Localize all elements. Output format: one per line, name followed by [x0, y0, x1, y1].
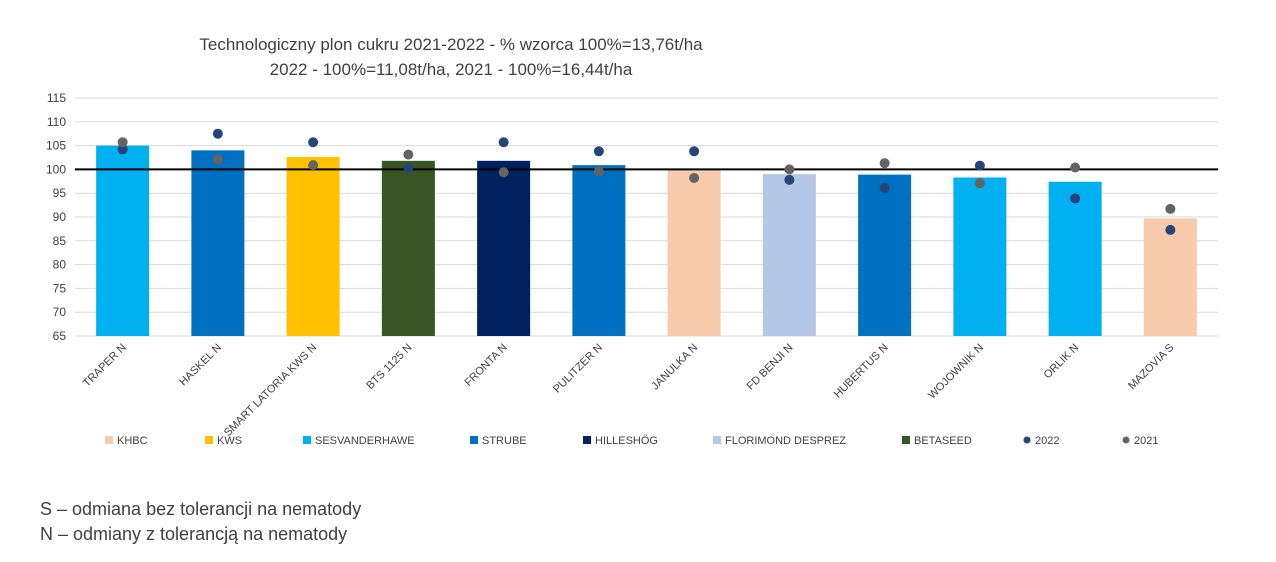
x-tick-label: HUBERTUS N: [832, 342, 891, 401]
legend-label: SESVANDERHAWE: [315, 435, 415, 447]
y-tick-label: 100: [46, 162, 66, 176]
x-tick-label: SMART LATORIA KWS N: [222, 342, 319, 439]
bar: [1048, 181, 1102, 336]
point-2021: [1070, 162, 1081, 173]
point-2022: [593, 146, 604, 157]
legend-label: FLORIMOND DESPREZ: [725, 435, 846, 447]
legend-marker-FLORIMOND DESPREZ: [713, 436, 721, 444]
bar: [1143, 218, 1197, 336]
point-2022: [1070, 193, 1081, 204]
legend-marker-KWS: [205, 436, 213, 444]
bar: [858, 174, 912, 336]
point-2021: [308, 160, 319, 171]
legend-label: STRUBE: [482, 435, 527, 447]
y-tick-label: 115: [47, 91, 66, 105]
point-2022: [117, 144, 128, 155]
bar: [96, 145, 150, 336]
y-tick-label: 85: [53, 234, 67, 248]
legend-label: 2022: [1035, 435, 1059, 447]
legend-marker-2022: [1023, 436, 1031, 444]
point-2022: [784, 174, 795, 185]
bar: [477, 160, 531, 336]
x-tick-label: TRAPER N: [81, 342, 129, 390]
point-2021: [593, 166, 604, 177]
x-tick-label: BTS 1125 N: [364, 342, 414, 392]
legend-marker-KHBC: [105, 436, 113, 444]
bar: [953, 177, 1007, 336]
bar: [191, 150, 245, 336]
x-tick-label: FRONTA N: [463, 342, 510, 389]
y-tick-label: 80: [53, 258, 67, 272]
legend-marker-BETASEED: [902, 436, 910, 444]
chart-subtitle: 2022 - 100%=11,08t/ha, 2021 - 100%=16,44…: [269, 60, 633, 79]
point-2021: [879, 158, 890, 169]
point-2022: [879, 182, 890, 193]
bar: [381, 160, 435, 336]
point-2022: [498, 137, 509, 148]
legend-marker-STRUBE: [470, 436, 478, 444]
legend-label: KWS: [217, 435, 242, 447]
point-2022: [212, 128, 223, 139]
x-tick-label: WOJOWNIK N: [926, 342, 986, 402]
legend-label: KHBC: [117, 435, 148, 447]
point-2021: [974, 178, 985, 189]
notes: S – odmiana bez tolerancji na nematody N…: [40, 497, 361, 547]
point-2021: [689, 172, 700, 183]
y-tick-label: 110: [47, 115, 66, 129]
legend-marker-2021: [1122, 436, 1130, 444]
bar: [762, 174, 816, 336]
x-tick-label: HASKEL N: [177, 342, 224, 389]
legend-marker-HILLESHÖG: [583, 436, 591, 444]
x-tick-label: MAZOVIA S: [1126, 342, 1176, 392]
y-tick-label: 75: [53, 281, 67, 295]
point-2022: [403, 162, 414, 173]
point-2022: [689, 146, 700, 157]
bar: [572, 165, 626, 336]
point-2022: [974, 160, 985, 171]
point-2021: [498, 167, 509, 178]
legend-label: BETASEED: [914, 435, 972, 447]
x-tick-label: FD BENJI N: [745, 342, 796, 393]
y-tick-label: 95: [53, 186, 67, 200]
point-2022: [1165, 224, 1176, 235]
y-tick-label: 105: [46, 139, 66, 153]
x-tick-label: JANULKA N: [649, 342, 700, 393]
point-2021: [117, 137, 128, 148]
x-tick-label: ORLIK N: [1042, 342, 1082, 382]
legend-label: HILLESHÖG: [595, 435, 658, 447]
chart-svg: 65 70 75 80 85 90 95 100 105 110 115 TRAPER N HASKEL…: [46, 91, 1218, 447]
note-line-s: S – odmiana bez tolerancji na nematody: [40, 499, 362, 519]
point-2021: [212, 154, 223, 165]
bar: [667, 169, 721, 336]
legend-marker-SESVANDERHAWE: [303, 436, 311, 444]
point-2021: [403, 149, 414, 160]
point-2021: [784, 164, 795, 175]
y-tick-label: 70: [53, 305, 67, 319]
point-2022: [308, 137, 319, 148]
chart-title: Technologiczny plon cukru 2021-2022 - % …: [199, 35, 703, 54]
x-tick-label: PULITZER N: [551, 342, 605, 396]
bar: [286, 157, 340, 336]
legend-label: 2021: [1134, 435, 1158, 447]
y-tick-label: 90: [53, 210, 67, 224]
point-2021: [1165, 203, 1176, 214]
note-line-n: N – odmiany z tolerancją na nematody: [40, 524, 348, 544]
y-tick-label: 65: [53, 329, 67, 343]
